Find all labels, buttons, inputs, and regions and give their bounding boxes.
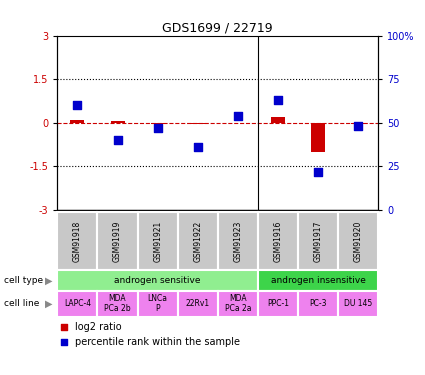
Bar [71, 120, 85, 123]
Point [314, 169, 321, 175]
Bar [150, 123, 164, 124]
Bar [351, 123, 365, 124]
Bar [178, 291, 218, 317]
Bar [97, 212, 138, 270]
Bar [191, 123, 205, 124]
Text: GSM91918: GSM91918 [73, 220, 82, 262]
Text: 22Rv1: 22Rv1 [186, 299, 210, 308]
Text: cell line: cell line [4, 299, 40, 308]
Bar [138, 212, 178, 270]
Bar [338, 212, 378, 270]
Bar [258, 291, 298, 317]
Text: MDA
PCa 2a: MDA PCa 2a [225, 294, 251, 314]
Point [114, 137, 121, 143]
Bar [258, 270, 378, 291]
Bar [57, 291, 97, 317]
Text: percentile rank within the sample: percentile rank within the sample [75, 337, 240, 347]
Bar [178, 212, 218, 270]
Text: GSM91923: GSM91923 [233, 220, 242, 262]
Text: LAPC-4: LAPC-4 [64, 299, 91, 308]
Text: ▶: ▶ [45, 299, 53, 309]
Bar [311, 123, 325, 152]
Text: GSM91920: GSM91920 [354, 220, 363, 262]
Text: PC-3: PC-3 [309, 299, 327, 308]
Point [74, 102, 81, 108]
Text: MDA
PCa 2b: MDA PCa 2b [104, 294, 131, 314]
Point [60, 324, 67, 330]
Bar [298, 212, 338, 270]
Bar [218, 212, 258, 270]
Text: GSM91921: GSM91921 [153, 220, 162, 262]
Bar [271, 117, 285, 123]
Text: DU 145: DU 145 [344, 299, 372, 308]
Bar [97, 291, 138, 317]
Bar [218, 291, 258, 317]
Bar [298, 291, 338, 317]
Title: GDS1699 / 22719: GDS1699 / 22719 [162, 21, 273, 34]
Text: androgen sensitive: androgen sensitive [114, 276, 201, 285]
Text: GSM91919: GSM91919 [113, 220, 122, 262]
Point [275, 97, 281, 103]
Bar [57, 212, 97, 270]
Text: GSM91916: GSM91916 [273, 220, 283, 262]
Text: GSM91922: GSM91922 [193, 220, 202, 262]
Text: cell type: cell type [4, 276, 43, 285]
Text: LNCa
P: LNCa P [147, 294, 167, 314]
Text: GSM91917: GSM91917 [314, 220, 323, 262]
Bar [57, 270, 258, 291]
Text: androgen insensitive: androgen insensitive [271, 276, 366, 285]
Text: log2 ratio: log2 ratio [75, 322, 122, 332]
Text: ▶: ▶ [45, 275, 53, 285]
Point [60, 339, 67, 345]
Bar [138, 291, 178, 317]
Point [194, 144, 201, 150]
Bar [258, 212, 298, 270]
Point [154, 125, 161, 131]
Text: PPC-1: PPC-1 [267, 299, 289, 308]
Bar [110, 122, 125, 123]
Point [235, 113, 241, 119]
Point [355, 123, 362, 129]
Bar [338, 291, 378, 317]
